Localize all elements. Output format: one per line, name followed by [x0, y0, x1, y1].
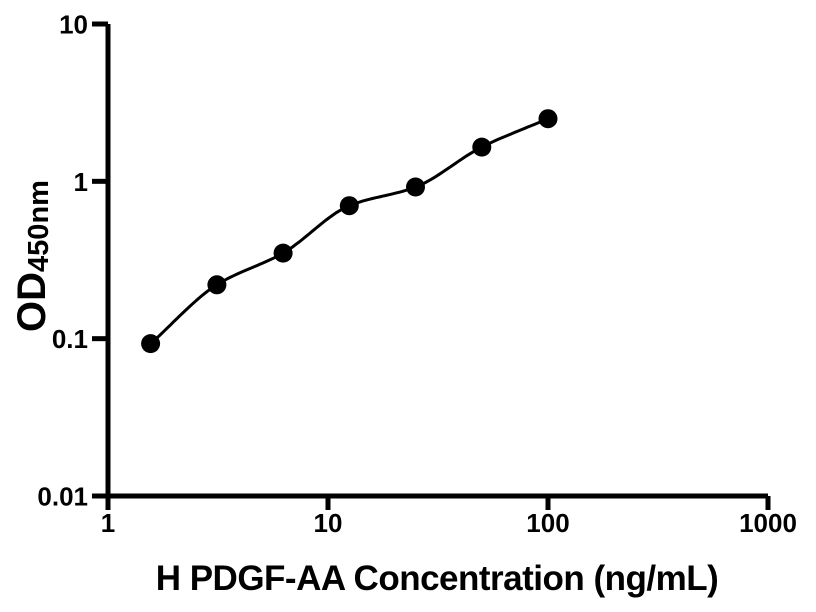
x-tick-label: 1 — [101, 508, 115, 538]
y-tick-label: 0.1 — [52, 324, 88, 354]
axis-ticks — [92, 21, 771, 510]
x-axis-title: H PDGF-AA Concentration (ng/mL) — [155, 559, 719, 598]
y-axis-title: OD450nm — [10, 180, 56, 332]
x-tick-label: 1000 — [739, 508, 797, 538]
data-point — [538, 109, 558, 129]
tick-labels: 0.01 0.1 1 10 1 10 100 1000 — [37, 10, 797, 539]
data-point — [472, 137, 492, 157]
data-point — [207, 275, 227, 295]
data-points — [141, 109, 558, 354]
data-point — [141, 334, 161, 354]
data-point — [273, 243, 293, 263]
x-tick-label: 10 — [314, 508, 343, 538]
y-axis-title-main: OD — [10, 271, 54, 332]
axes — [105, 24, 768, 499]
axis-spines — [105, 24, 768, 499]
data-point — [339, 196, 359, 216]
data-point — [406, 177, 425, 197]
x-tick-label: 100 — [526, 508, 569, 538]
y-tick-label: 10 — [59, 10, 88, 40]
y-axis-title-subscript: 450nm — [23, 180, 55, 272]
y-tick-label: 1 — [74, 167, 88, 197]
y-tick-label: 0.01 — [37, 482, 88, 512]
